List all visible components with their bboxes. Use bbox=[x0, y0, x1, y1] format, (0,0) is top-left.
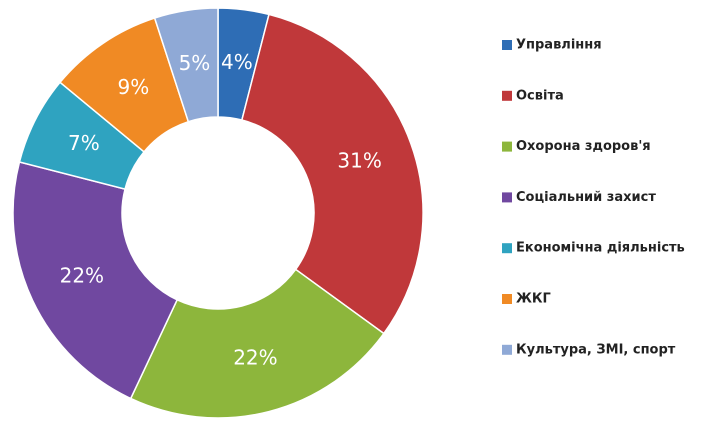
data-label: 31% bbox=[337, 149, 381, 173]
data-label: 22% bbox=[60, 264, 104, 288]
legend-swatch bbox=[502, 243, 512, 254]
data-label: 4% bbox=[221, 50, 253, 74]
legend-swatch bbox=[502, 192, 512, 203]
legend-label: Охорона здоров'я bbox=[516, 139, 651, 154]
data-label: 22% bbox=[233, 345, 277, 369]
legend-swatch bbox=[502, 294, 512, 304]
donut-slice bbox=[153, 7, 219, 123]
legend-swatch bbox=[502, 90, 512, 101]
legend-swatch bbox=[502, 141, 512, 152]
data-label: 7% bbox=[68, 131, 100, 155]
legend-label: Економічна діяльність bbox=[516, 241, 685, 256]
donut-slice bbox=[240, 13, 424, 335]
donut-slice bbox=[129, 268, 385, 419]
donut-slice bbox=[12, 161, 179, 400]
legend-label: ЖКГ bbox=[516, 292, 551, 307]
data-label: 5% bbox=[179, 51, 211, 75]
legend-label: Освіта bbox=[516, 88, 564, 103]
legend-swatch bbox=[502, 344, 512, 355]
data-label: 9% bbox=[118, 75, 150, 99]
legend-swatch bbox=[502, 40, 512, 50]
legend-label: Управління bbox=[516, 38, 602, 53]
legend-label: Соціальний захист bbox=[516, 190, 656, 205]
legend-label: Культура, ЗМІ, спорт bbox=[516, 342, 676, 357]
